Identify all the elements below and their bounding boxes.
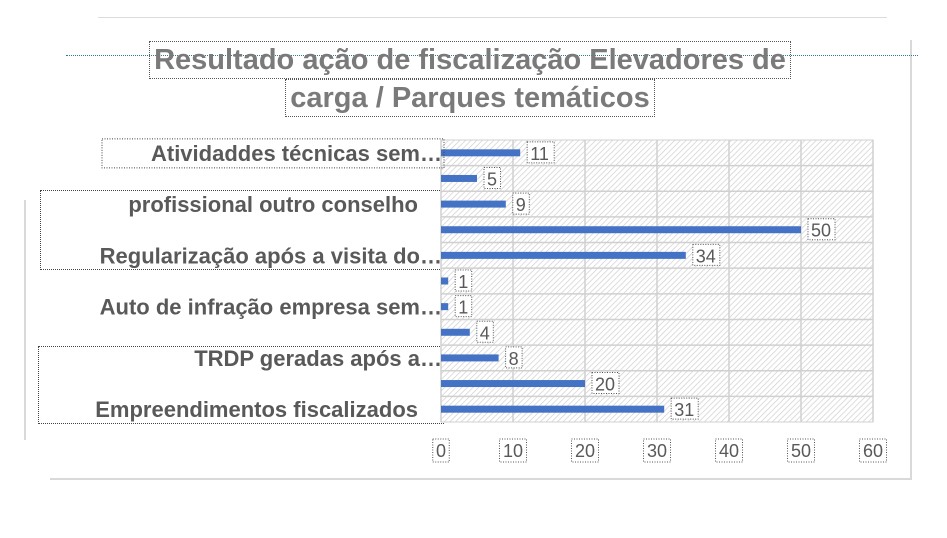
x-tick-box [859,438,887,463]
chart-title-line-2: carga / Parques temáticos [285,79,655,117]
data-label: 9 [516,195,526,215]
category-label: profissional outro conselho [128,192,418,217]
x-tick-box [432,438,450,463]
x-tick-box [643,438,671,463]
bar[interactable] [441,149,521,157]
x-tick-labels: 0 10 20 30 40 50 60 [432,438,887,463]
category-label: Regularização após a visita do… [100,243,442,268]
bar[interactable] [441,328,470,336]
x-tick-label: 60 [863,441,883,461]
data-label-box [454,295,473,318]
x-tick-label: 20 [575,441,595,461]
bar[interactable] [441,380,585,388]
category-label: TRDP geradas após a… [194,346,442,371]
data-label: 50 [811,221,831,241]
bar[interactable] [441,303,449,311]
x-tick-label: 40 [719,441,739,461]
data-label: 1 [458,298,468,318]
x-tick-label: 10 [503,441,523,461]
selection-guide-line [66,55,918,56]
x-tick-box [787,438,815,463]
data-label-box [512,192,530,215]
top-rule [98,17,887,18]
chart-frame [50,40,912,480]
data-label: 11 [530,144,549,164]
data-label-box [476,320,494,343]
data-label: 5 [487,169,497,189]
data-label-box [526,141,555,164]
x-tick-box [715,438,743,463]
data-label-box [591,372,620,395]
chart-title-line-1: Resultado ação de fiscalização Elevadore… [149,41,791,79]
x-tick-label: 0 [436,441,446,461]
data-label-box [483,166,501,189]
left-rule [24,200,26,440]
bar[interactable] [441,200,506,208]
data-label: 4 [480,323,490,343]
data-label-box [692,243,721,266]
bar[interactable] [441,251,686,259]
x-tick-label: 30 [647,441,667,461]
data-label: 20 [595,375,615,395]
data-label: 31 [674,400,694,420]
category-label: Auto de infração empresa sem… [100,295,442,320]
bar[interactable] [441,277,449,285]
x-tick-box [499,438,527,463]
category-label-box [101,138,445,169]
data-label-box [807,218,836,241]
data-label-box [670,397,699,420]
bar[interactable] [441,405,665,413]
data-label-box [454,269,473,292]
data-label: 34 [696,246,716,266]
category-label: Empreendimentos fiscalizados [95,397,418,422]
data-label: 8 [509,349,519,369]
bar[interactable] [441,174,477,182]
bar[interactable] [441,354,499,362]
bar[interactable] [441,226,801,234]
data-label-box [505,346,523,369]
category-label: Atividaddes técnicas sem… [151,141,442,166]
data-label: 1 [458,272,468,292]
category-labels: Atividaddes técnicas sem… profissional ou… [95,138,445,422]
bars [441,149,801,413]
x-tick-label: 50 [791,441,811,461]
chart-title[interactable]: Resultado ação de fiscalização Elevadore… [0,41,940,117]
x-tick-box [571,438,599,463]
gridlines [440,140,874,422]
